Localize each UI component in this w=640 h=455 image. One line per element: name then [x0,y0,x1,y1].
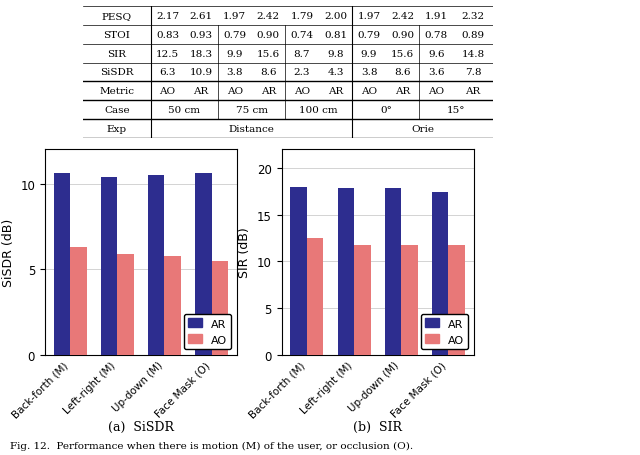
Text: AR: AR [193,87,209,96]
Bar [291,187,307,355]
Text: Distance: Distance [228,125,275,134]
Text: PESQ: PESQ [102,12,132,21]
Bar [385,188,401,355]
Text: 0.83: 0.83 [156,30,179,40]
Text: AO: AO [159,87,175,96]
Text: 9.6: 9.6 [428,50,445,58]
Text: AR: AR [395,87,410,96]
Text: Orie: Orie [411,125,434,134]
Text: Metric: Metric [99,87,134,96]
Text: 18.3: 18.3 [189,50,212,58]
Bar [432,193,449,355]
Text: 1.97: 1.97 [358,12,381,21]
Text: 15.6: 15.6 [257,50,280,58]
Bar [337,188,354,355]
Text: 2.61: 2.61 [189,12,212,21]
Text: Case: Case [104,106,130,115]
Text: 4.3: 4.3 [327,68,344,77]
Y-axis label: SiSDR (dB): SiSDR (dB) [2,218,15,287]
Text: (a)  SiSDR: (a) SiSDR [108,420,174,433]
Text: AR: AR [465,87,481,96]
Text: 8.7: 8.7 [294,50,310,58]
Text: 1.91: 1.91 [425,12,448,21]
Text: 9.8: 9.8 [327,50,344,58]
Text: SIR: SIR [108,50,127,58]
Text: 0.89: 0.89 [461,30,484,40]
Text: AO: AO [227,87,243,96]
Text: 0.78: 0.78 [425,30,448,40]
Bar [164,256,181,355]
Text: AO: AO [361,87,377,96]
Text: 2.32: 2.32 [461,12,484,21]
Text: AR: AR [328,87,343,96]
Text: Exp: Exp [107,125,127,134]
Text: 6.3: 6.3 [159,68,176,77]
Text: 15.6: 15.6 [391,50,414,58]
Text: 2.17: 2.17 [156,12,179,21]
Text: SiSDR: SiSDR [100,68,134,77]
Text: 15°: 15° [447,106,465,115]
Y-axis label: SIR (dB): SIR (dB) [239,227,252,278]
Bar [195,174,212,355]
Text: 2.3: 2.3 [294,68,310,77]
Text: 1.97: 1.97 [223,12,246,21]
Text: 0.93: 0.93 [189,30,212,40]
Text: 1.79: 1.79 [291,12,314,21]
Text: 0.79: 0.79 [358,30,381,40]
Text: 0.79: 0.79 [223,30,246,40]
Text: 2.42: 2.42 [257,12,280,21]
Text: 12.5: 12.5 [156,50,179,58]
Text: 100 cm: 100 cm [300,106,338,115]
Text: 9.9: 9.9 [361,50,378,58]
Text: AO: AO [428,87,444,96]
Text: (b)  SIR: (b) SIR [353,420,402,433]
Bar [117,254,134,355]
Legend: AR, AO: AR, AO [421,314,468,349]
Bar [307,238,323,355]
Bar [54,174,70,355]
Text: 0.90: 0.90 [391,30,414,40]
Text: 0.74: 0.74 [291,30,314,40]
Bar [70,248,86,355]
Bar [449,245,465,355]
Text: 75 cm: 75 cm [236,106,268,115]
Text: 0.81: 0.81 [324,30,347,40]
Text: 8.6: 8.6 [260,68,276,77]
Text: AO: AO [294,87,310,96]
Text: 0°: 0° [380,106,392,115]
Text: 3.8: 3.8 [227,68,243,77]
Text: 9.9: 9.9 [227,50,243,58]
Text: 10.9: 10.9 [189,68,212,77]
Bar [100,177,117,355]
Legend: AR, AO: AR, AO [184,314,231,349]
Text: 3.6: 3.6 [428,68,445,77]
Text: 50 cm: 50 cm [168,106,200,115]
Text: 2.42: 2.42 [391,12,414,21]
Bar [354,245,371,355]
Text: 14.8: 14.8 [461,50,484,58]
Text: Fig. 12.  Performance when there is motion (M) of the user, or occlusion (O).: Fig. 12. Performance when there is motio… [10,441,413,450]
Text: 2.00: 2.00 [324,12,347,21]
Text: 3.8: 3.8 [361,68,378,77]
Text: 0.90: 0.90 [257,30,280,40]
Text: AR: AR [260,87,276,96]
Bar [401,245,418,355]
Text: 8.6: 8.6 [394,68,411,77]
Text: 7.8: 7.8 [465,68,481,77]
Bar [212,261,228,355]
Bar [148,176,164,355]
Text: STOI: STOI [104,30,131,40]
